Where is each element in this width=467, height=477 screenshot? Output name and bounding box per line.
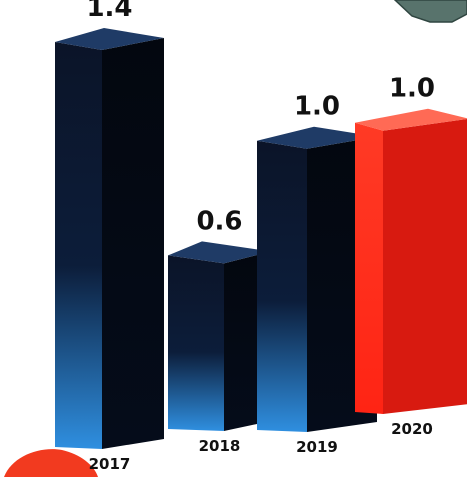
gear-decoration-icon	[393, 0, 467, 23]
bar-top-2017	[55, 28, 164, 50]
bars-layer	[55, 28, 467, 449]
bar-front-2018	[168, 255, 224, 431]
bar-front-2017	[55, 42, 102, 449]
bar-top-2019	[257, 126, 377, 149]
bar-2017	[55, 28, 164, 449]
value-label-2017: 1.4	[86, 0, 132, 23]
value-label-2018: 0.6	[196, 206, 242, 236]
bar-front-2019	[257, 140, 307, 432]
decorative-red-circle	[4, 449, 98, 477]
category-label-2019: 2019	[296, 438, 338, 456]
bar-top-2020	[355, 108, 467, 131]
value-label-2019: 1.0	[294, 92, 340, 122]
bar-top-2018	[168, 241, 271, 264]
bar-side-2020	[383, 118, 467, 414]
category-label-2020: 2020	[391, 420, 433, 438]
bar-2018	[168, 241, 271, 431]
labels-layer: 1.4 2017 0.6 2018 1.0 2019 1.0 2020	[86, 0, 435, 473]
bar-front-2020	[355, 122, 383, 414]
bar-side-2017	[102, 38, 164, 449]
category-label-2017: 2017	[89, 455, 131, 473]
category-label-2018: 2018	[199, 437, 241, 455]
value-label-2020: 1.0	[389, 74, 435, 104]
bar-2020	[355, 108, 467, 414]
